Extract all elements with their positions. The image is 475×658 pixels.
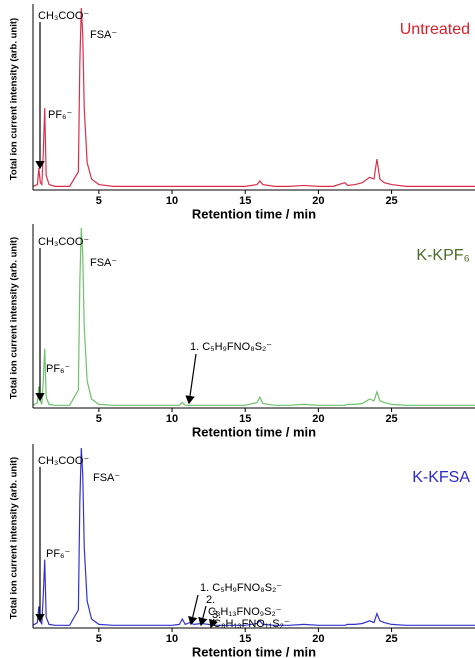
- arrow: [185, 353, 197, 405]
- x-axis-label: Retention time / min: [192, 206, 316, 221]
- x-axis-label: Retention time / min: [192, 644, 316, 658]
- x-tick-label: 20: [312, 195, 324, 207]
- legend-label: Untreated: [400, 21, 470, 38]
- annotation: 1. C₅H₉FNO₈S₂⁻: [200, 582, 282, 594]
- annotation: PF₆⁻: [46, 363, 70, 375]
- annotation: CH₃COO⁻: [38, 455, 89, 467]
- annotation: C₈H₁₃FNO₁₁S₂⁻: [213, 618, 290, 630]
- annotation: FSA⁻: [90, 29, 117, 41]
- x-tick-label: 10: [166, 195, 178, 207]
- arrow: [188, 594, 199, 626]
- annotation: PF₆⁻: [48, 109, 72, 121]
- annotation: CH₃COO⁻: [38, 236, 89, 248]
- x-tick-label: 15: [239, 413, 251, 425]
- y-axis-label: Total ion current intensity (arb. unit): [9, 457, 20, 619]
- annotation: 2.: [206, 594, 215, 606]
- legend-label: K-KFSA: [412, 469, 470, 486]
- annotation: FSA⁻: [90, 257, 117, 269]
- x-tick-label: 20: [312, 633, 324, 645]
- x-tick-label: 5: [96, 413, 102, 425]
- annotation: 1. C₅H₉FNO₈S₂⁻: [190, 341, 272, 353]
- x-tick-label: 5: [96, 633, 102, 645]
- x-tick-label: 25: [385, 413, 397, 425]
- x-axis-label: Retention time / min: [192, 424, 316, 439]
- annotation: PF₆⁻: [46, 548, 70, 560]
- x-tick-label: 5: [96, 195, 102, 207]
- x-tick-label: 15: [239, 195, 251, 207]
- x-tick-label: 25: [385, 195, 397, 207]
- arrow: [209, 618, 219, 629]
- annotation: 3.: [212, 609, 221, 621]
- annotation: FSA⁻: [93, 472, 120, 484]
- arrow: [198, 605, 208, 627]
- x-tick-label: 10: [166, 633, 178, 645]
- y-axis-label: Total ion current intensity (arb. unit): [9, 237, 20, 399]
- x-tick-label: 10: [166, 413, 178, 425]
- x-tick-label: 20: [312, 413, 324, 425]
- annotation: CH₃COO⁻: [38, 10, 89, 22]
- data-line: [32, 7, 475, 187]
- data-line: [32, 227, 475, 406]
- legend-label: K-KPF₆: [416, 247, 470, 264]
- x-tick-label: 15: [239, 633, 251, 645]
- y-axis-label: Total ion current intensity (arb. unit): [9, 18, 20, 180]
- x-tick-label: 25: [385, 633, 397, 645]
- annotation: C₃H₁₃FNO₉S₂⁻: [208, 606, 282, 618]
